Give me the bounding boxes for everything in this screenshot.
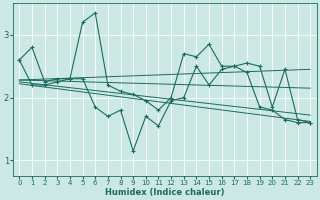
- X-axis label: Humidex (Indice chaleur): Humidex (Indice chaleur): [105, 188, 225, 197]
